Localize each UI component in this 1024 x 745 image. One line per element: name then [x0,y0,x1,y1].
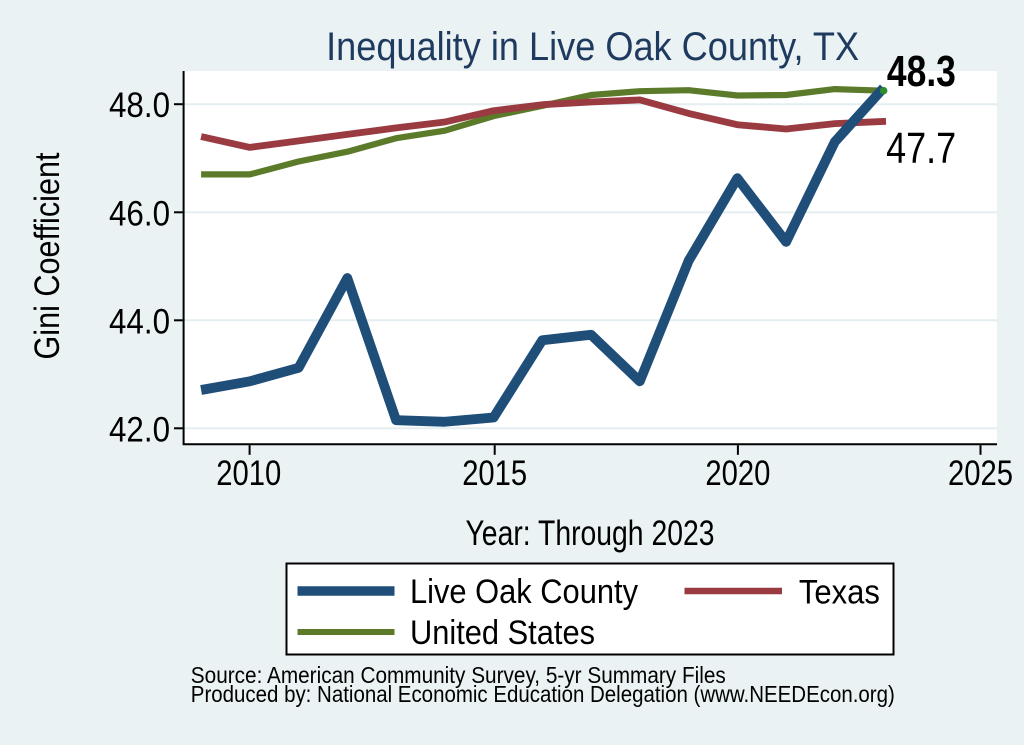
svg-text:2025: 2025 [948,454,1013,493]
svg-text:2015: 2015 [462,454,527,493]
svg-text:Inequality in Live Oak County,: Inequality in Live Oak County, TX [326,25,859,69]
svg-text:Gini Coefficient: Gini Coefficient [28,152,67,359]
svg-text:42.0: 42.0 [109,410,170,449]
svg-text:2010: 2010 [216,454,281,493]
svg-text:United States: United States [410,614,595,652]
svg-text:46.0: 46.0 [109,194,170,233]
svg-text:44.0: 44.0 [109,302,170,341]
svg-text:48.0: 48.0 [109,86,170,125]
svg-text:Texas: Texas [799,574,880,612]
svg-text:47.7: 47.7 [886,124,956,173]
svg-text:Produced by: National Economic: Produced by: National Economic Education… [191,681,895,707]
svg-text:48.3: 48.3 [887,47,956,96]
svg-text:Live Oak County: Live Oak County [410,573,638,611]
svg-text:Year: Through 2023: Year: Through 2023 [466,514,715,553]
svg-text:2020: 2020 [705,454,770,493]
svg-text:Source: American Community Sur: Source: American Community Survey, 5-yr … [191,662,726,688]
